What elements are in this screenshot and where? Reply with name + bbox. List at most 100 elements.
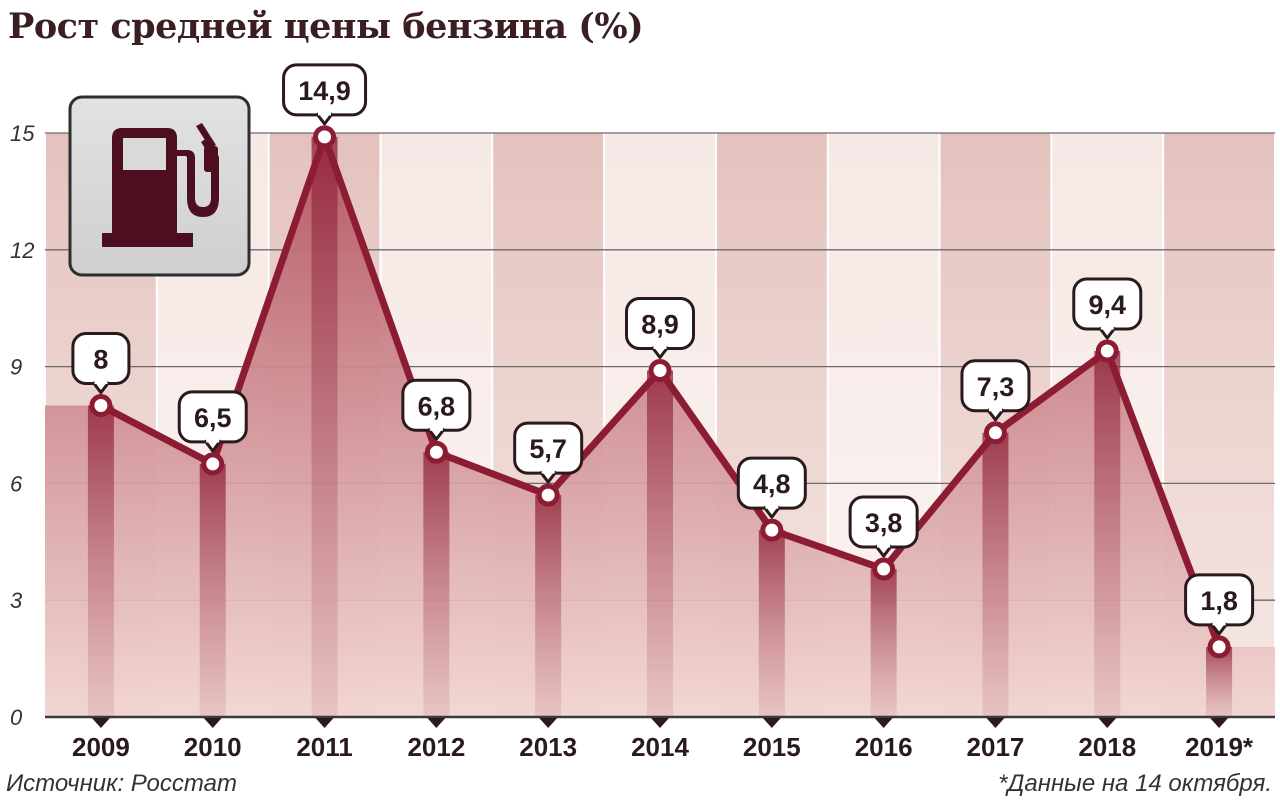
callout-pointer: [1098, 326, 1117, 340]
callout-pointer: [986, 408, 1005, 422]
y-tick-label-0: 0: [10, 705, 23, 730]
x-tick-label-2015: 2015: [743, 732, 801, 762]
x-tick-label-2009: 2009: [72, 732, 130, 762]
point-2016: [872, 557, 896, 581]
x-tick-marker-2012: [427, 718, 446, 728]
callout-2009: 8: [71, 332, 131, 395]
callout-2014: 8,9: [625, 296, 695, 359]
callout-pointer: [427, 427, 446, 441]
bar-2012: [423, 452, 450, 717]
data-label-2018: 9,4: [1088, 290, 1126, 320]
callout-pointer: [874, 544, 893, 558]
data-label-2016: 3,8: [865, 508, 903, 538]
bar-2013: [535, 495, 562, 717]
point-2012: [424, 440, 448, 464]
bar-2011: [311, 136, 338, 718]
callout-pointer: [1209, 622, 1229, 636]
x-tick-marker-2017: [986, 718, 1005, 728]
callout-2013: 5,7: [513, 421, 584, 484]
callout-2011: 14,9: [282, 63, 368, 126]
source-note: Источник: Росстат: [6, 770, 237, 797]
data-label-2014: 8,9: [641, 309, 679, 339]
callout-2015: 4,8: [736, 456, 807, 519]
value-bars: [87, 136, 1233, 718]
x-tick-label-2019: 2019*: [1185, 732, 1254, 762]
y-tick-label-12: 12: [10, 238, 34, 263]
callout-pointer-mask: [653, 344, 667, 349]
callout-2019: 1,8: [1184, 573, 1255, 636]
callout-pointer-mask: [206, 438, 220, 443]
x-tick-marker-2016: [874, 718, 893, 728]
callout-2010: 6,5: [177, 390, 248, 453]
x-tick-marker-2013: [539, 718, 558, 728]
value-callouts: 8 6,5 14,9 6,8 5,7 8,9 4,8 3,8 7,3 9,4 1,8: [71, 63, 1255, 636]
bar-2017: [982, 432, 1009, 717]
data-label-2017: 7,3: [977, 372, 1015, 402]
x-tick-label-2018: 2018: [1078, 732, 1136, 762]
point-2009: [89, 394, 113, 418]
point-2010: [201, 452, 225, 476]
callout-pointer: [203, 439, 222, 453]
y-tick-label-15: 15: [10, 121, 35, 146]
callout-pointer: [91, 381, 111, 395]
data-label-2019: 1,8: [1200, 586, 1238, 616]
point-2017: [983, 421, 1007, 445]
data-label-2011: 14,9: [298, 76, 351, 106]
bar-2015: [758, 530, 785, 717]
x-tick-label-2017: 2017: [967, 732, 1025, 762]
bar-2010: [199, 463, 226, 717]
point-2015: [760, 518, 784, 542]
x-axis: [45, 715, 1275, 728]
callout-2012: 6,8: [401, 378, 472, 441]
bar-2018: [1094, 351, 1121, 717]
point-2011: [313, 125, 337, 149]
callout-pointer-mask: [877, 543, 891, 548]
x-tick-marker-2014: [651, 718, 669, 728]
point-2014: [648, 358, 672, 382]
y-axis-ticks: 0 3 6 9 12 15: [10, 121, 35, 730]
data-label-2009: 8: [93, 345, 108, 375]
x-tick-marker-2018: [1098, 718, 1117, 728]
x-tick-label-2014: 2014: [631, 732, 689, 762]
footnote: *Данные на 14 октября.: [998, 770, 1272, 797]
x-axis-labels: 2009 2010 2011 2012 2013 2014 2015 2016 2017 2018…: [72, 732, 1254, 762]
x-tick-label-2013: 2013: [519, 732, 577, 762]
point-2013: [536, 483, 560, 507]
x-tick-label-2012: 2012: [407, 732, 465, 762]
y-tick-label-3: 3: [10, 588, 23, 613]
y-tick-label-9: 9: [10, 355, 22, 380]
x-tick-marker-2015: [762, 718, 781, 728]
x-tick-label-2011: 2011: [296, 732, 352, 762]
callout-pointer: [762, 505, 782, 519]
bar-2016: [870, 569, 897, 717]
x-tick-marker-2009: [91, 718, 110, 728]
callout-pointer-mask: [988, 407, 1002, 412]
x-tick-label-2016: 2016: [855, 732, 913, 762]
x-tick-marker-2011: [315, 718, 334, 728]
data-label-2012: 6,8: [418, 391, 456, 421]
callout-pointer: [315, 112, 334, 126]
data-label-2015: 4,8: [753, 469, 791, 499]
bar-2009: [87, 405, 114, 717]
point-2018: [1095, 339, 1119, 363]
callout-pointer: [538, 470, 558, 484]
data-label-2010: 6,5: [194, 403, 232, 433]
series-line: [89, 125, 1231, 659]
callout-pointer-mask: [94, 380, 108, 385]
x-tick-marker-2019: [1210, 718, 1229, 728]
callout-pointer-mask: [318, 111, 332, 116]
callout-pointer: [650, 346, 670, 359]
y-tick-label-6: 6: [10, 471, 23, 496]
data-label-2013: 5,7: [529, 434, 567, 464]
bar-2014: [647, 370, 673, 717]
x-tick-marker-2010: [203, 718, 222, 728]
callout-2017: 7,3: [960, 359, 1031, 422]
callout-2016: 3,8: [848, 495, 919, 558]
chart-title: Рост средней цены бензина (%): [8, 6, 644, 47]
callout-pointer-mask: [765, 504, 779, 509]
callout-2018: 9,4: [1072, 277, 1143, 340]
callout-pointer-mask: [541, 469, 555, 474]
callout-pointer-mask: [429, 426, 443, 431]
bar-2019: [1206, 646, 1233, 717]
